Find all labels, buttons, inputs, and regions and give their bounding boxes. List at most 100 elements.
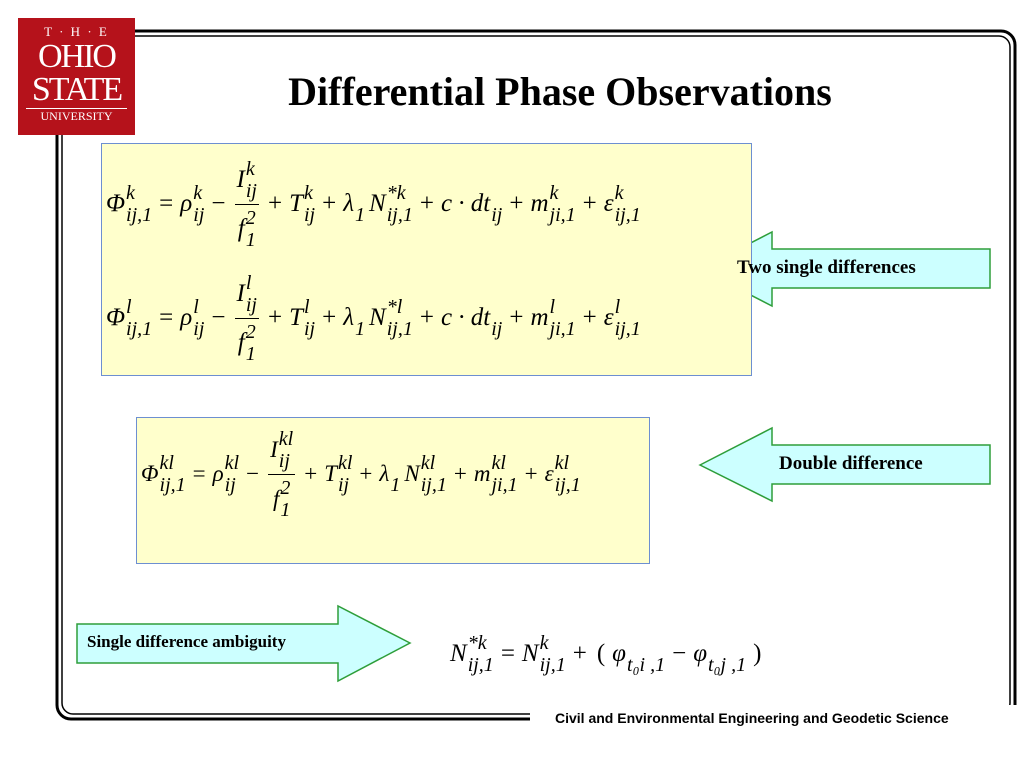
logo-text: OHIO — [38, 38, 117, 75]
subscript: ij — [245, 179, 257, 202]
subscript: t₀j ,1 — [708, 654, 747, 676]
math-term: N *k ij,1 — [369, 182, 413, 226]
subscript: ij,1 — [126, 204, 153, 226]
math-symbol: = — [159, 190, 174, 217]
math-scripts: k ij — [193, 182, 204, 226]
math-scripts: l ij,1 — [615, 296, 641, 340]
subscript: ij,1 — [467, 654, 494, 676]
superscript: k — [193, 182, 203, 204]
math-term: − — [208, 190, 228, 218]
subscript: t₀i ,1 — [627, 654, 666, 676]
logo-text: UNIVERSITY — [26, 108, 127, 124]
callout-text: Two single differences — [737, 257, 916, 278]
superscript: kl — [554, 452, 570, 474]
subscript: ij — [337, 474, 350, 496]
logo-text: T · H · E — [44, 24, 109, 39]
math-symbol: Φ — [106, 304, 126, 331]
subscript: ij,1 — [386, 204, 413, 226]
math-symbol: N — [404, 461, 420, 486]
subscript: ij,1 — [554, 474, 581, 496]
subscript: ij — [224, 474, 236, 496]
superscript: l — [614, 296, 621, 318]
math-scripts: l ij,1 — [126, 296, 152, 340]
math-term: + — [319, 304, 339, 332]
superscript: k — [614, 182, 624, 204]
math-symbol: T — [289, 304, 303, 331]
superscript: *l — [386, 296, 403, 318]
math-scripts: 1 — [355, 296, 365, 340]
math-term: + — [522, 461, 541, 487]
math-symbol: − — [246, 461, 260, 486]
math-term: ε l ij,1 — [604, 296, 641, 340]
subscript: 1 — [355, 318, 366, 340]
subscript: ij,1 — [614, 204, 641, 226]
math-scripts: t₀i ,1 — [627, 632, 665, 676]
subscript: 1 — [245, 342, 256, 365]
fraction-bar — [268, 473, 296, 475]
math-term: N *l ij,1 — [369, 296, 413, 340]
subscript: ij,1 — [159, 474, 186, 496]
superscript: *k — [386, 182, 406, 204]
callout-text: Double difference — [779, 453, 923, 474]
math-term: − — [669, 640, 689, 668]
math-term: + — [506, 190, 526, 218]
subscript: ij — [193, 204, 205, 226]
math-scripts: l ji,1 — [550, 296, 576, 340]
math-scripts: kl ji,1 — [491, 452, 517, 496]
subscript: 1 — [245, 228, 256, 251]
math-symbol: λ — [343, 190, 355, 217]
math-term: + — [417, 190, 437, 218]
script-gap — [491, 182, 502, 204]
math-symbol: λ — [343, 304, 355, 331]
math-term: m l ji,1 — [530, 296, 575, 340]
math-term: + — [319, 190, 339, 218]
math-term: λ 1 — [343, 296, 365, 340]
math-symbol: + — [419, 304, 434, 331]
superscript: l — [303, 296, 310, 318]
math-symbol: λ — [379, 461, 390, 486]
math-scripts: *l ij,1 — [387, 296, 413, 340]
math-term: N *k ij,1 — [450, 632, 494, 676]
math-scripts: *k ij,1 — [468, 632, 494, 676]
math-symbol: c · dt — [440, 190, 491, 217]
math-symbol: + — [524, 461, 538, 486]
math-symbol: N — [521, 640, 539, 667]
subscript: 1 — [390, 474, 401, 496]
subscript: ij,1 — [386, 318, 413, 340]
superscript: l — [245, 271, 252, 294]
superscript: kl — [337, 452, 353, 474]
footer-bg — [530, 705, 1024, 730]
math-symbol: I — [236, 165, 245, 193]
equation-box — [101, 143, 752, 376]
script-gap — [355, 182, 365, 204]
superscript: kl — [420, 452, 436, 474]
superscript: k — [126, 182, 135, 204]
math-term: ρ kl ij — [213, 452, 239, 496]
math-symbol: f — [237, 328, 245, 356]
subscript: ij — [491, 318, 503, 340]
subscript: ij,1 — [539, 654, 566, 676]
superscript: l — [126, 296, 132, 318]
math-symbol: = — [192, 461, 206, 486]
subscript: ij — [193, 318, 205, 340]
math-scripts: ij — [491, 182, 502, 226]
math-symbol: Φ — [106, 190, 126, 217]
math-symbol: c · dt — [440, 304, 491, 331]
math-symbol: + — [582, 190, 597, 217]
math-symbol: I — [236, 279, 245, 307]
math-symbol: ) — [753, 640, 762, 667]
math-term: ) — [750, 640, 764, 668]
math-symbol: + — [267, 304, 283, 331]
math-symbol: + — [359, 461, 373, 486]
math-symbol: ε — [603, 304, 614, 331]
